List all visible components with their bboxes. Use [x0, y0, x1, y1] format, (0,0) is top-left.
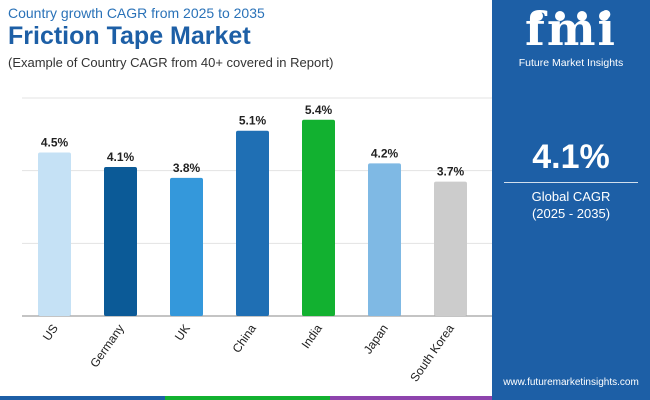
bar-us [38, 152, 71, 316]
bottom-bar-segment [0, 396, 165, 400]
value-label: 5.4% [305, 103, 333, 117]
bar-chart: 4.5% US 4.1% Germany 3.8% UK 5.1% China 5.4% Indi… [22, 97, 492, 384]
category-label: China [230, 321, 260, 355]
logo-dots-icon [492, 8, 650, 26]
website-link[interactable]: www.futuremarketinsights.com [503, 377, 639, 388]
bar-china [236, 130, 269, 316]
bar-uk [170, 177, 203, 316]
bar-india [302, 119, 335, 316]
category-label: US [40, 322, 61, 344]
bar-germany [104, 167, 137, 316]
bottom-bar-segment [492, 396, 650, 400]
category-label: Japan [361, 322, 391, 357]
bar-japan [368, 163, 401, 316]
chart-title: Friction Tape Market [8, 22, 251, 50]
bar-south-korea [434, 181, 467, 316]
value-label: 4.5% [41, 136, 69, 150]
value-label: 5.1% [239, 114, 267, 128]
value-label: 3.7% [437, 165, 465, 179]
chart-note: (Example of Country CAGR from 40+ covere… [8, 55, 334, 70]
bottom-bar-segment [165, 396, 330, 400]
category-label: UK [172, 322, 193, 344]
chart-subtitle: Country growth CAGR from 2025 to 2035 [8, 5, 265, 21]
divider [504, 182, 638, 183]
value-label: 3.8% [173, 161, 201, 175]
sidebar: fmi Future Market Insights 4.1% Global C… [492, 0, 650, 400]
category-label: South Korea [407, 321, 457, 384]
bottom-bar-segment [330, 396, 492, 400]
chart-panel: Country growth CAGR from 2025 to 2035 Fr… [8, 5, 492, 384]
category-label: India [299, 321, 326, 351]
value-label: 4.2% [371, 146, 399, 160]
category-label: Germany [87, 322, 127, 370]
company-name: Future Market Insights [518, 57, 624, 69]
global-cagr-value: 4.1% [532, 138, 610, 176]
value-label: 4.1% [107, 150, 135, 164]
fmi-logo: fmi [492, 6, 650, 70]
global-cagr-range: (2025 - 2035) [531, 206, 611, 221]
global-cagr-label: Global CAGR [531, 189, 611, 204]
